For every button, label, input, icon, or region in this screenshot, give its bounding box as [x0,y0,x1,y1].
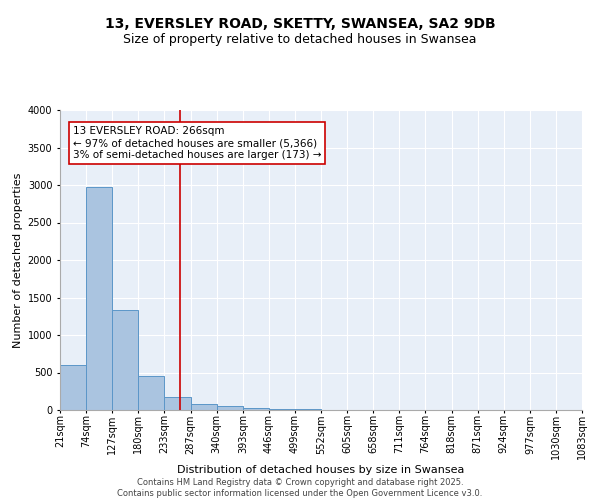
Bar [191,404,217,410]
Bar [269,409,295,410]
Bar [295,409,321,410]
Bar [60,365,86,410]
Bar [138,376,164,410]
X-axis label: Distribution of detached houses by size in Swansea: Distribution of detached houses by size … [178,465,464,475]
Bar [164,397,191,410]
Text: 13 EVERSLEY ROAD: 266sqm
← 97% of detached houses are smaller (5,366)
3% of semi: 13 EVERSLEY ROAD: 266sqm ← 97% of detach… [73,126,321,160]
Text: Size of property relative to detached houses in Swansea: Size of property relative to detached ho… [123,32,477,46]
Bar [243,408,269,410]
Text: Contains HM Land Registry data © Crown copyright and database right 2025.
Contai: Contains HM Land Registry data © Crown c… [118,478,482,498]
Bar [217,406,243,410]
Text: 13, EVERSLEY ROAD, SKETTY, SWANSEA, SA2 9DB: 13, EVERSLEY ROAD, SKETTY, SWANSEA, SA2 … [104,18,496,32]
Y-axis label: Number of detached properties: Number of detached properties [13,172,23,348]
Bar [112,310,138,410]
Bar [86,186,112,410]
